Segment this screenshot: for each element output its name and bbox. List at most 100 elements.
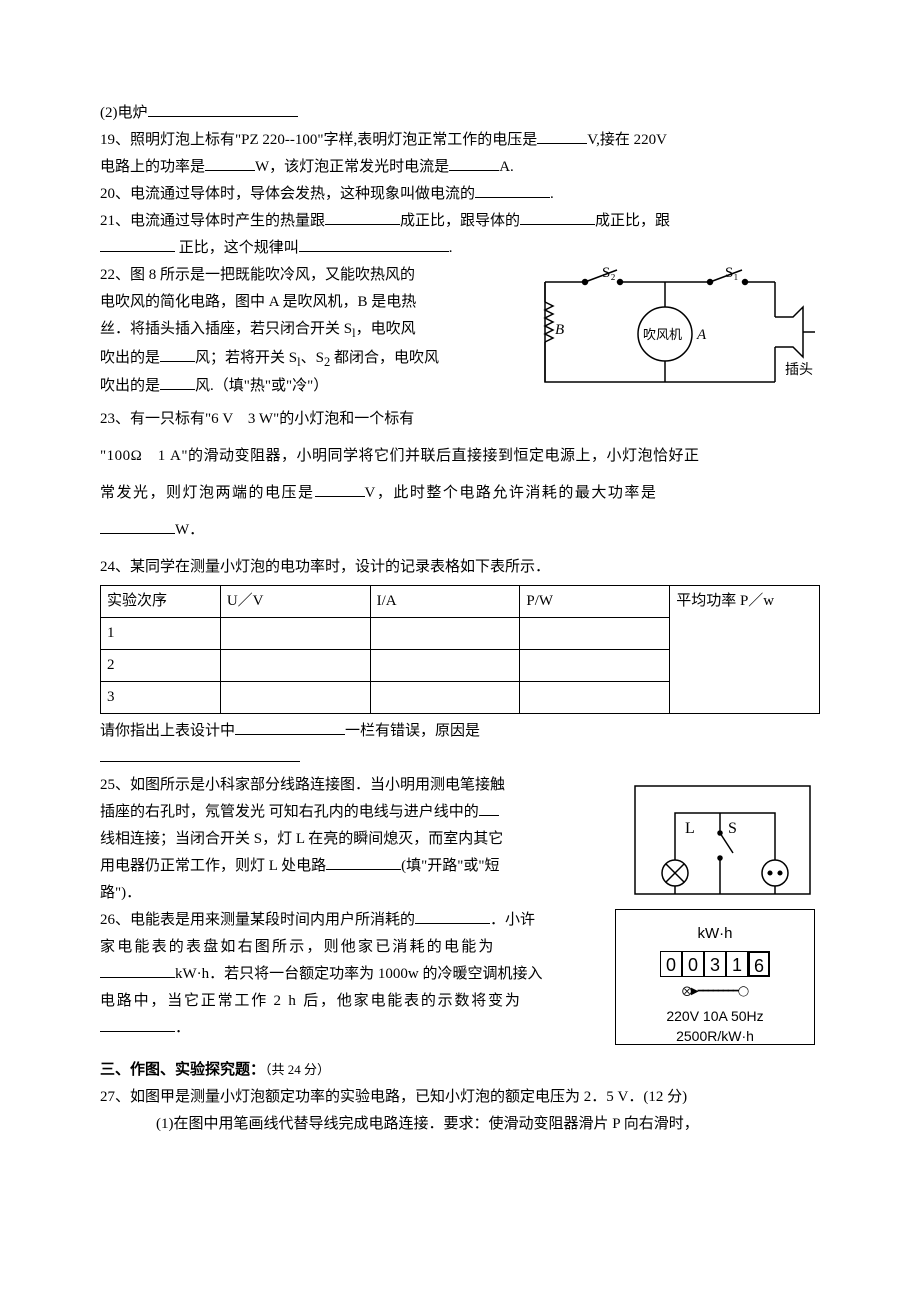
q19: 19、照明灯泡上标有"PZ 220--100"字样,表明灯泡正常工作的电压是 V,…: [100, 127, 820, 181]
q22-plug-label: 插头: [785, 362, 813, 378]
q23-l1: 23、有一只标有"6 V 3 W"的小灯泡和一个标有: [100, 411, 414, 427]
q22-l4a: 吹出的是: [100, 350, 160, 366]
q21-blank2[interactable]: [520, 210, 595, 225]
td[interactable]: [220, 618, 370, 650]
th-3: P/W: [520, 586, 670, 618]
q19-blank3[interactable]: [449, 156, 499, 171]
q20: 20、电流通过导体时，导体会发热，这种现象叫做电流的.: [100, 181, 820, 208]
th-1: U／V: [220, 586, 370, 618]
q23-l2: "100Ω 1 A"的滑动变阻器，小明同学将它们并联后直接接到恒定电源上，小灯泡…: [100, 448, 699, 464]
th-0: 实验次序: [101, 586, 221, 618]
q18-part2: (2)电炉: [100, 100, 820, 127]
q23-cont2: 常发光，则灯泡两端的电压是 V，此时整个电路允许消耗的最大功率是: [100, 480, 820, 507]
q19-blank1[interactable]: [537, 129, 587, 144]
td[interactable]: [520, 682, 670, 714]
q22-l1: 22、图 8 所示是一把既能吹冷风，又能吹热风的: [100, 267, 415, 283]
q26-meter-unit: kW·h: [624, 920, 806, 947]
q26-figure: kW·h 0 0 3 1 6 ⨂▶━━━━━━━━◯ 220V 10A 50Hz…: [615, 909, 820, 1049]
q19-1b: V,接在 220V: [587, 132, 667, 148]
meter-digit-1: 0: [682, 951, 704, 977]
table-header-row: 实验次序 U／V I/A P/W 平均功率 P／w: [101, 586, 820, 618]
q26-l5: ．: [175, 1020, 190, 1036]
q26-meter-box: kW·h 0 0 3 1 6 ⨂▶━━━━━━━━◯ 220V 10A 50Hz…: [615, 909, 815, 1045]
q22-blank2[interactable]: [160, 375, 195, 390]
q22-b-label: B: [555, 322, 564, 338]
q19-2c: A.: [499, 159, 514, 175]
q23-blank2[interactable]: [100, 519, 175, 534]
q25-blank2[interactable]: [326, 855, 401, 870]
q21: 21、电流通过导体时产生的热量跟成正比，跟导体的成正比，跟 正比，这个规律叫.: [100, 208, 820, 262]
q24-l2a: 请你指出上表设计中: [100, 723, 235, 739]
q27-l1: 27、如图甲是测量小灯泡额定功率的实验电路，已知小灯泡的额定电压为 2．5 V．…: [100, 1089, 687, 1105]
q25-l4b: (填"开路"或"短: [401, 858, 499, 874]
q25-l5: 路")．: [100, 885, 141, 901]
q25-figure: L S: [625, 778, 820, 903]
q25-l3: 线相连接；当闭合开关 S，灯 L 在亮的瞬间熄灭，而室内其它: [100, 831, 503, 847]
td[interactable]: [520, 650, 670, 682]
meter-digit-2: 3: [704, 951, 726, 977]
q25-circuit-svg: L S: [625, 778, 820, 903]
td[interactable]: [370, 682, 520, 714]
q24-blank1[interactable]: [235, 720, 345, 735]
q22-s2-label: S₂: [602, 265, 616, 281]
q25-L-label: L: [685, 820, 695, 837]
q27: 27、如图甲是测量小灯泡额定功率的实验电路，已知小灯泡的额定电压为 2．5 V．…: [100, 1084, 820, 1111]
q26-blank2[interactable]: [100, 963, 175, 978]
q21-1a: 21、电流通过导体时产生的热量跟: [100, 213, 325, 229]
q26-l3a: kW·h．若只将一台额定功率为 1000w 的冷暖空调机接入: [175, 966, 543, 982]
q23: 23、有一只标有"6 V 3 W"的小灯泡和一个标有: [100, 406, 820, 433]
q22-l4c: 、S: [301, 350, 324, 366]
q22-l4d: 都闭合，电吹风: [330, 350, 439, 366]
q22-fan-label: 吹风机: [643, 327, 682, 342]
q24-intro: 24、某同学在测量小灯泡的电功率时，设计的记录表格如下表所示．: [100, 554, 820, 581]
q27-sub1: (1)在图中用笔画线代替导线完成电路连接．要求：使滑动变阻器滑片 P 向右滑时，: [156, 1111, 820, 1138]
q25-S-label: S: [728, 820, 737, 837]
q18-2-blank[interactable]: [148, 102, 298, 117]
q19-1a: 19、照明灯泡上标有"PZ 220--100"字样,表明灯泡正常工作的电压是: [100, 132, 537, 148]
q24-blank2[interactable]: [100, 747, 300, 762]
td[interactable]: [220, 682, 370, 714]
q26-blank3[interactable]: [100, 1017, 175, 1032]
meter-digit-0: 0: [660, 951, 682, 977]
td: 2: [101, 650, 221, 682]
q19-2b: W，该灯泡正常发光时电流是: [255, 159, 449, 175]
q23-l3a: 常发光，则灯泡两端的电压是: [100, 485, 315, 501]
td[interactable]: [370, 618, 520, 650]
q26-meter-arrow-icon: ⨂▶━━━━━━━━◯: [624, 983, 806, 1001]
td[interactable]: [520, 618, 670, 650]
q21-blank1[interactable]: [325, 210, 400, 225]
q24-l2b: 一栏有错误，原因是: [345, 723, 480, 739]
th-2: I/A: [370, 586, 520, 618]
q24-followup: 请你指出上表设计中 一栏有错误，原因是: [100, 718, 820, 772]
q22-l5a: 吹出的是: [100, 378, 160, 394]
td: 1: [101, 618, 221, 650]
q22-l5b: 风.（填"热"或"冷"）: [195, 378, 328, 394]
meter-digit-3: 1: [726, 951, 748, 977]
q20-1a: 20、电流通过导体时，导体会发热，这种现象叫做电流的: [100, 186, 475, 202]
q22-l3a: 丝．将插头插入插座，若只闭合开关 S: [100, 321, 352, 337]
q25-l2: 插座的右孔时，氖管发光 可知右孔内的电线与进户线中的: [100, 804, 479, 820]
td[interactable]: [370, 650, 520, 682]
q23-l3b: V，此时整个电路允许消耗的最大功率是: [365, 485, 658, 501]
section-3-note: （共 24 分）: [265, 1062, 330, 1077]
td[interactable]: [220, 650, 370, 682]
q20-blank1[interactable]: [475, 183, 550, 198]
q26-meter-digits: 0 0 3 1 6: [624, 951, 806, 977]
q21-blank3[interactable]: [100, 237, 175, 252]
td: 3: [101, 682, 221, 714]
q20-1b: .: [550, 186, 554, 202]
q22-l2: 电吹风的简化电路，图中 A 是吹风机，B 是电热: [100, 294, 416, 310]
q23-blank1[interactable]: [315, 482, 365, 497]
q26-blank1[interactable]: [415, 909, 490, 924]
q22-blank1[interactable]: [160, 347, 195, 362]
q21-blank4[interactable]: [299, 237, 449, 252]
q25-blank1[interactable]: [479, 801, 499, 816]
q22-circuit-svg: S₂ S₁ B 吹风机 A 插头: [525, 262, 820, 402]
q26-l4: 电路中，当它正常工作 2 h 后，他家电能表的示数将变为: [100, 993, 522, 1009]
q26-l2: 家电能表的表盘如右图所示，则他家已消耗的电能为: [100, 939, 496, 955]
section-3-title: 三、作图、实验探究题：: [100, 1062, 265, 1078]
q22-l3b: ，电吹风: [356, 321, 416, 337]
q19-blank2[interactable]: [205, 156, 255, 171]
q23-cont: "100Ω 1 A"的滑动变阻器，小明同学将它们并联后直接接到恒定电源上，小灯泡…: [100, 443, 820, 470]
q21-1c: 成正比，跟: [595, 213, 670, 229]
